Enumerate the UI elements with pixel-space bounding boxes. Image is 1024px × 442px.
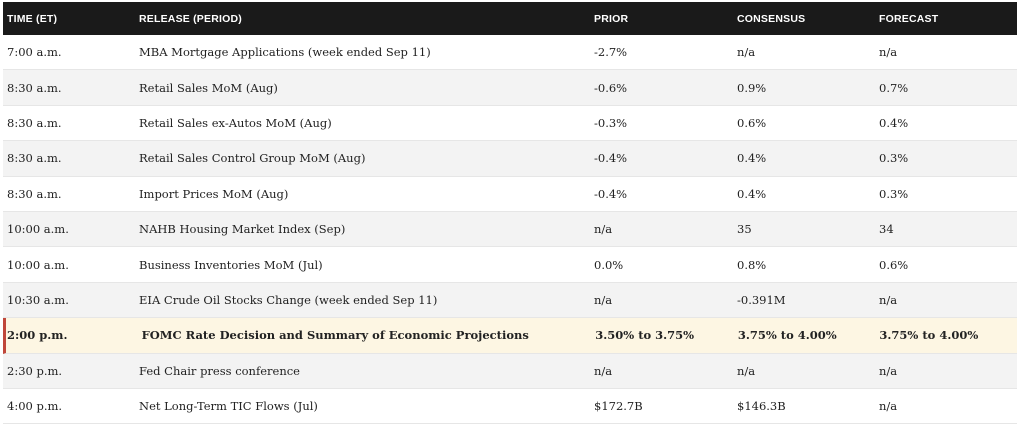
cell-forecast: 0.3% — [879, 151, 909, 166]
cell-prior: -0.3% — [594, 115, 628, 130]
cell-consensus: 0.4% — [737, 186, 767, 201]
cell-prior: $172.7B — [594, 399, 643, 414]
cell-forecast: n/a — [879, 399, 898, 414]
table-row: 10:00 a.m. Business Inventories MoM (Jul… — [3, 247, 1017, 283]
cell-prior: -0.4% — [594, 151, 628, 166]
table-row: 8:30 a.m. Import Prices MoM (Aug) -0.4% … — [3, 176, 1017, 212]
cell-prior: -2.7% — [594, 45, 628, 60]
cell-release: EIA Crude Oil Stocks Change (week ended … — [139, 292, 438, 307]
cell-time: 8:30 a.m. — [7, 151, 62, 166]
cell-consensus: $146.3B — [737, 399, 786, 414]
cell-time: 2:30 p.m. — [7, 363, 63, 378]
cell-forecast: 3.75% to 4.00% — [879, 328, 979, 343]
cell-time: 10:00 a.m. — [7, 257, 69, 272]
cell-consensus: n/a — [737, 45, 756, 60]
cell-release: MBA Mortgage Applications (week ended Se… — [139, 45, 431, 60]
table-row: 7:00 a.m. MBA Mortgage Applications (wee… — [3, 35, 1017, 71]
cell-consensus: 0.9% — [737, 80, 767, 95]
cell-forecast: n/a — [879, 292, 898, 307]
cell-consensus: 0.8% — [737, 257, 767, 272]
table-row: 10:00 a.m. NAHB Housing Market Index (Se… — [3, 211, 1017, 248]
cell-time: 8:30 a.m. — [7, 115, 62, 130]
cell-consensus: n/a — [737, 363, 756, 378]
cell-prior: n/a — [594, 222, 613, 237]
cell-time: 2:00 p.m. — [7, 328, 68, 343]
table-row: 8:30 a.m. Retail Sales Control Group MoM… — [3, 141, 1017, 177]
cell-consensus: -0.391M — [737, 292, 786, 307]
cell-consensus: 0.6% — [737, 115, 767, 130]
cell-release: Fed Chair press conference — [139, 363, 300, 378]
cell-consensus: 3.75% to 4.00% — [737, 328, 837, 343]
cell-release: Net Long-Term TIC Flows (Jul) — [139, 399, 318, 414]
cell-time: 10:30 a.m. — [7, 292, 69, 307]
cell-time: 8:30 a.m. — [7, 186, 62, 201]
cell-time: 8:30 a.m. — [7, 80, 62, 95]
header-prior: PRIOR — [594, 12, 629, 25]
table-row-highlighted: 2:00 p.m. FOMC Rate Decision and Summary… — [3, 318, 1017, 354]
cell-forecast: n/a — [879, 363, 898, 378]
cell-release: Business Inventories MoM (Jul) — [139, 257, 323, 272]
cell-time: 4:00 p.m. — [7, 399, 63, 414]
table-row: 2:30 p.m. Fed Chair press conference n/a… — [3, 353, 1017, 389]
economic-calendar-table: TIME (ET) RELEASE (PERIOD) PRIOR CONSENS… — [3, 2, 1017, 425]
table-row: 8:30 a.m. Retail Sales MoM (Aug) -0.6% 0… — [3, 70, 1017, 106]
cell-time: 10:00 a.m. — [7, 222, 69, 237]
cell-consensus: 35 — [737, 222, 752, 237]
cell-forecast: n/a — [879, 45, 898, 60]
cell-prior: 0.0% — [594, 257, 624, 272]
table-row: 8:30 a.m. Retail Sales ex-Autos MoM (Aug… — [3, 105, 1017, 142]
cell-prior: n/a — [594, 292, 613, 307]
cell-forecast: 0.3% — [879, 186, 909, 201]
cell-release: FOMC Rate Decision and Summary of Econom… — [141, 328, 529, 343]
cell-time: 7:00 a.m. — [7, 45, 62, 60]
cell-forecast: 34 — [879, 222, 894, 237]
header-forecast: FORECAST — [879, 12, 939, 25]
cell-consensus: 0.4% — [737, 151, 767, 166]
cell-forecast: 0.6% — [879, 257, 909, 272]
table-row: 4:00 p.m. Net Long-Term TIC Flows (Jul) … — [3, 388, 1017, 425]
cell-release: Retail Sales ex-Autos MoM (Aug) — [139, 115, 332, 130]
cell-prior: -0.4% — [594, 186, 628, 201]
cell-forecast: 0.7% — [879, 80, 909, 95]
header-time: TIME (ET) — [7, 12, 58, 25]
cell-prior: 3.50% to 3.75% — [595, 328, 695, 343]
cell-release: Retail Sales Control Group MoM (Aug) — [139, 151, 366, 166]
cell-release: NAHB Housing Market Index (Sep) — [139, 222, 346, 237]
cell-release: Retail Sales MoM (Aug) — [139, 80, 278, 95]
cell-prior: -0.6% — [594, 80, 628, 95]
header-consensus: CONSENSUS — [737, 12, 806, 25]
table-row: 10:30 a.m. EIA Crude Oil Stocks Change (… — [3, 282, 1017, 319]
header-release: RELEASE (PERIOD) — [139, 12, 242, 25]
cell-forecast: 0.4% — [879, 115, 909, 130]
cell-prior: n/a — [594, 363, 613, 378]
table-header: TIME (ET) RELEASE (PERIOD) PRIOR CONSENS… — [3, 2, 1017, 35]
cell-release: Import Prices MoM (Aug) — [139, 186, 289, 201]
